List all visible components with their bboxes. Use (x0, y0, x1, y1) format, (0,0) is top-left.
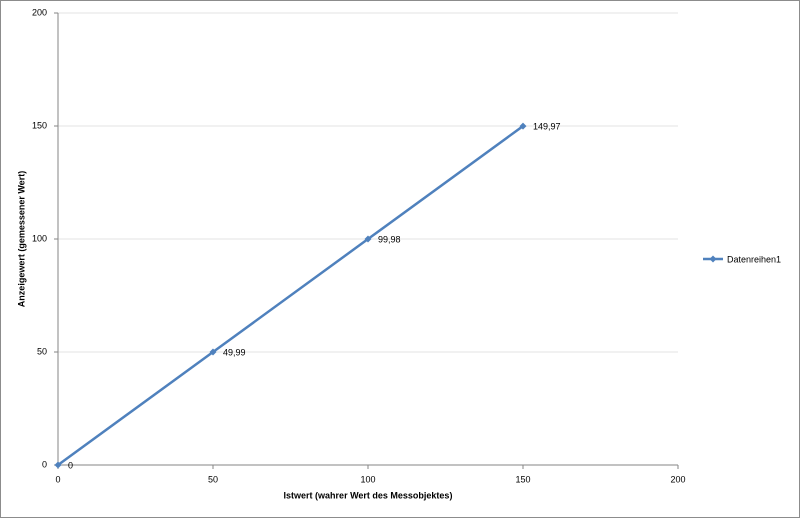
y-axis-title: Anzeigewert (gemessener Wert) (16, 171, 26, 307)
y-tick-label: 100 (32, 233, 47, 243)
data-point (519, 122, 527, 130)
x-tick-label: 200 (670, 474, 685, 484)
legend-marker (709, 255, 717, 263)
x-tick-label: 0 (55, 474, 60, 484)
series-line (57, 125, 524, 467)
x-tick-label: 50 (208, 474, 218, 484)
y-tick-label: 0 (42, 459, 47, 469)
y-tick-label: 50 (37, 346, 47, 356)
data-point (364, 235, 372, 243)
data-point (209, 348, 217, 356)
data-label: 99,98 (378, 234, 401, 244)
y-tick-label: 150 (32, 120, 47, 130)
x-tick-label: 100 (360, 474, 375, 484)
legend-label: Datenreihen1 (727, 254, 781, 264)
data-label: 49,99 (223, 347, 246, 357)
x-axis-title: Istwert (wahrer Wert des Messobjektes) (284, 490, 453, 500)
data-point (54, 461, 62, 469)
x-tick-label: 150 (515, 474, 530, 484)
data-label: 0 (68, 460, 73, 470)
data-label: 149,97 (533, 121, 561, 131)
y-tick-label: 200 (32, 7, 47, 17)
